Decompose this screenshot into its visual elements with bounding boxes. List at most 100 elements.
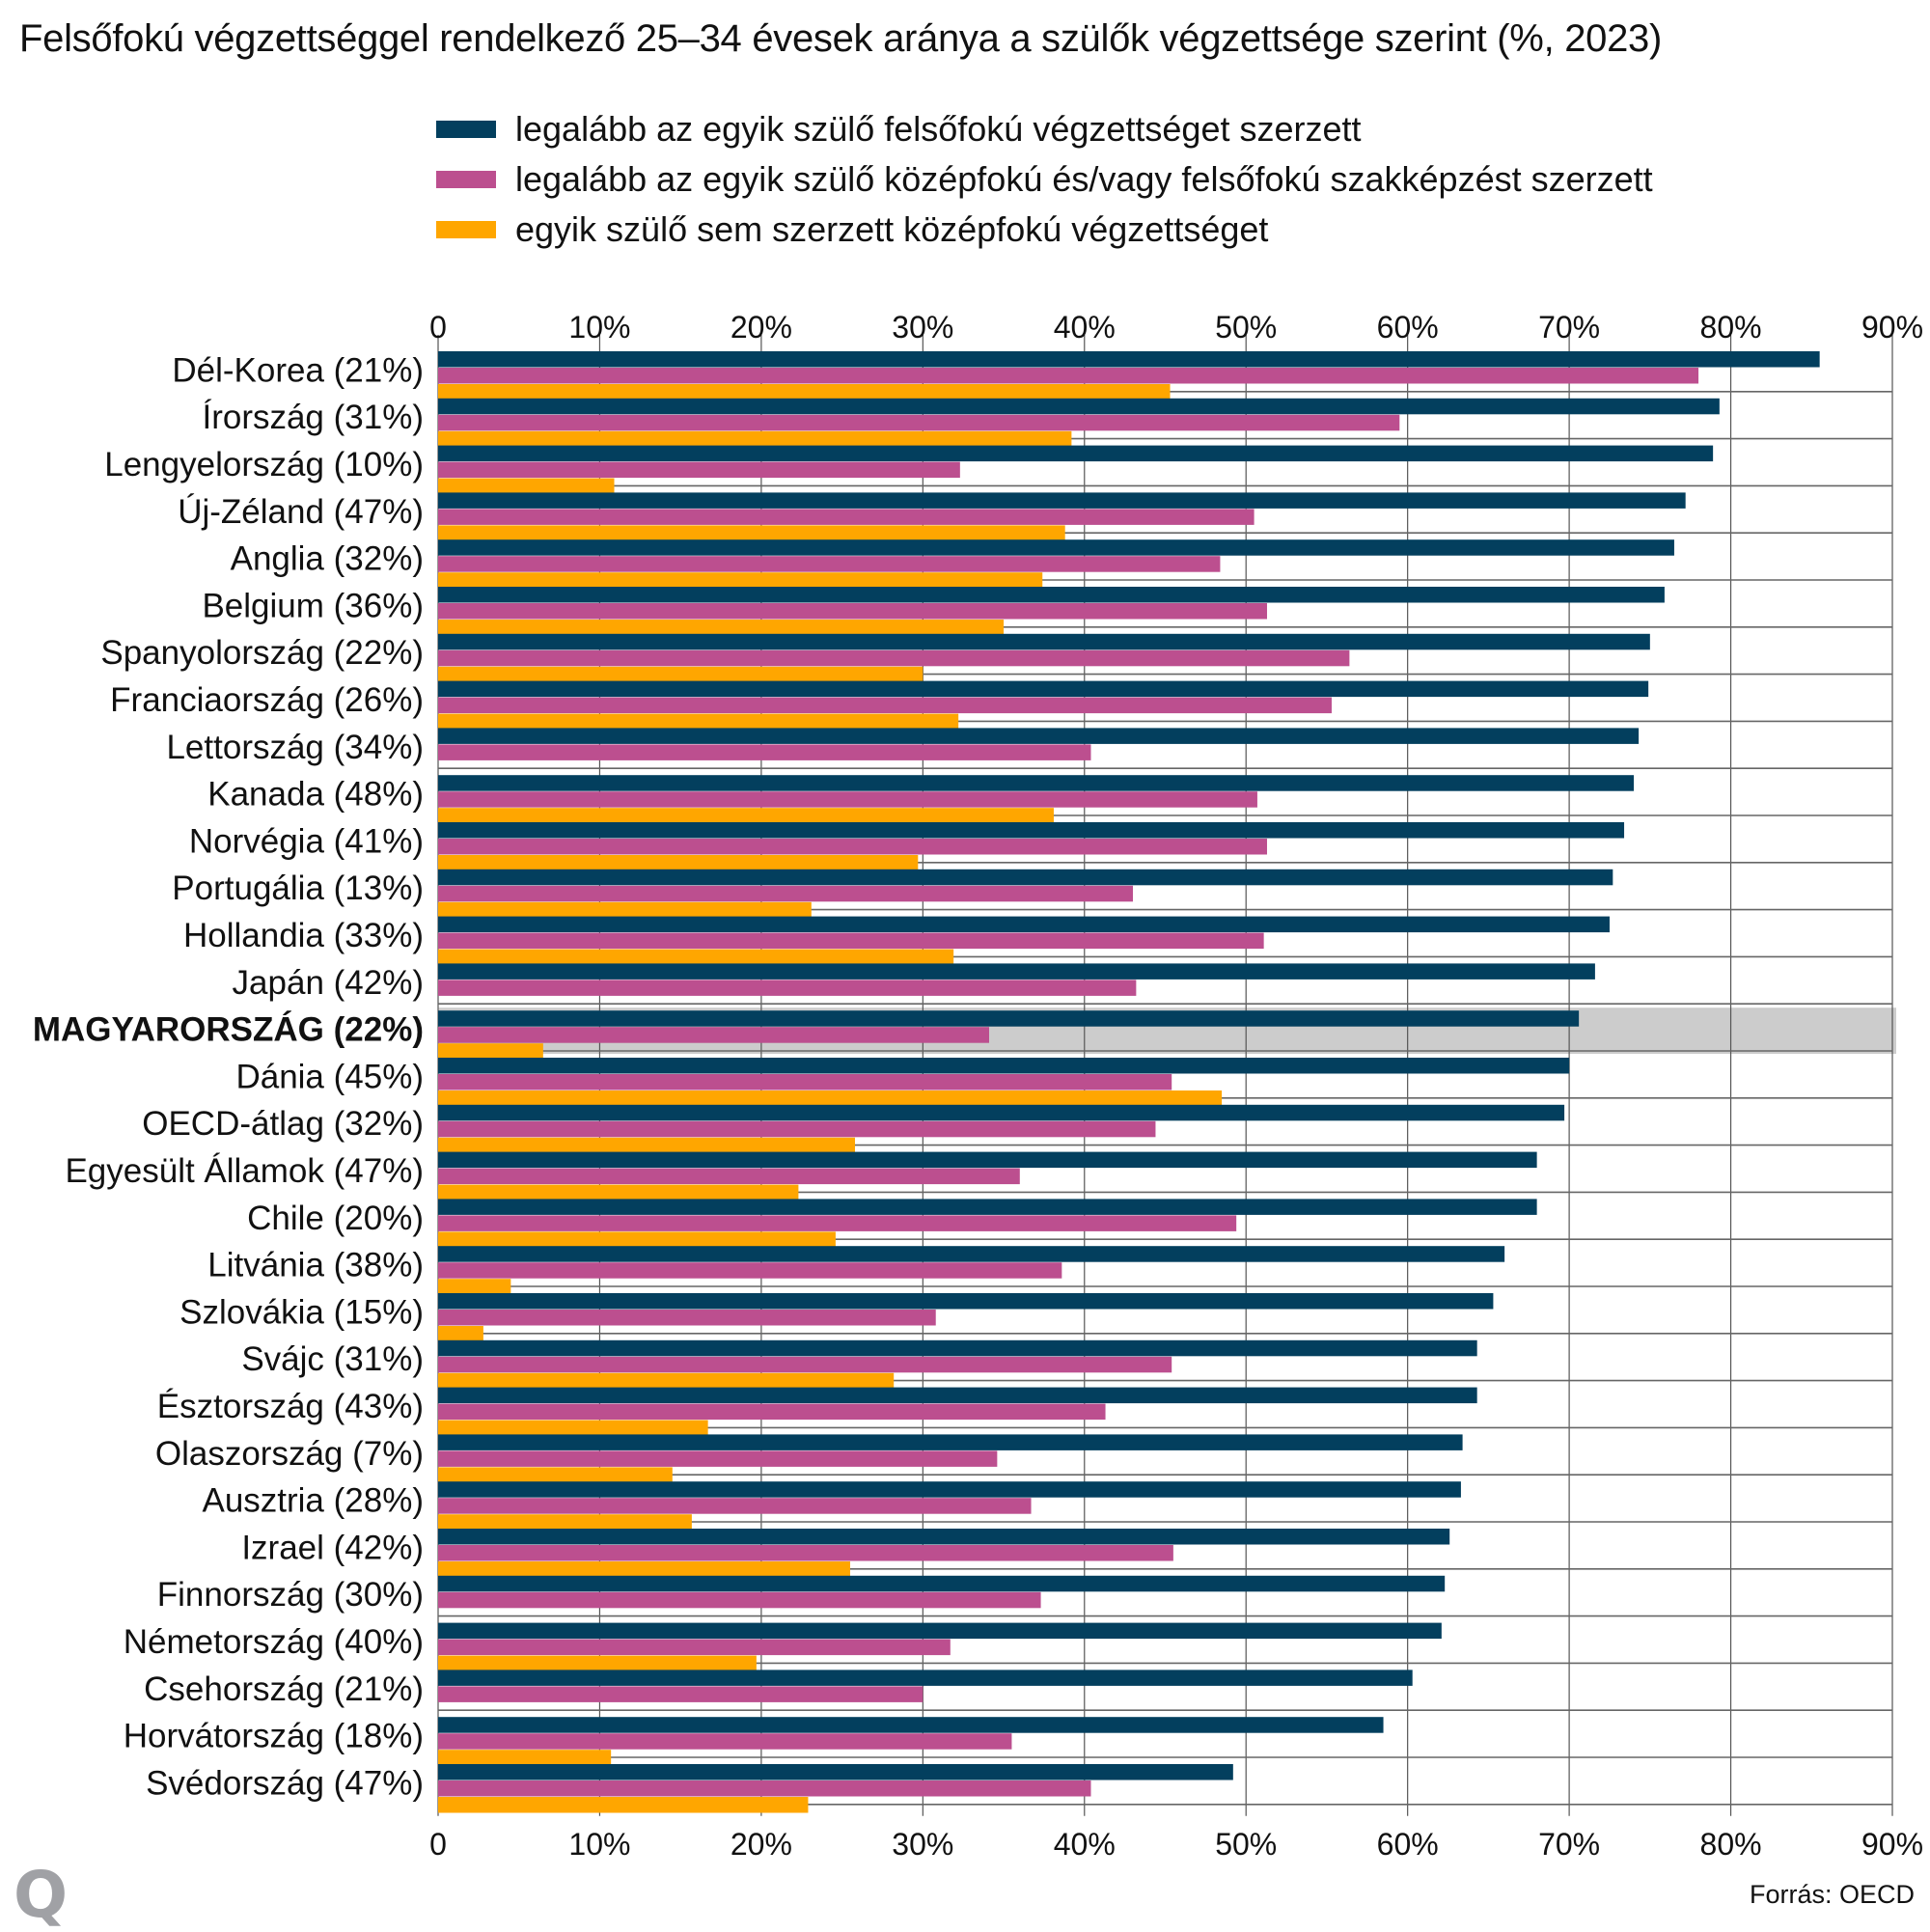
category-label: Németország (40%) [124,1623,424,1661]
bar-vocational-parent [438,1591,1041,1609]
bar-tertiary-parent [438,916,1610,933]
bar-vocational-parent [438,1215,1237,1231]
bar-no-secondary-parent [438,1326,483,1342]
bar-tertiary-parent [438,680,1649,698]
x-tick-label-bottom: 20% [731,1827,792,1862]
x-tick-label-top: 60% [1377,310,1439,345]
category-label: Horvátország (18%) [124,1718,424,1755]
bar-no-secondary-parent [438,1750,612,1766]
x-tick-label-top: 30% [892,310,953,345]
bar-vocational-parent [438,1450,998,1467]
legend-item-tertiary-parent: legalább az egyik szülő felsőfokú végzet… [436,104,1653,154]
bar-tertiary-parent [438,1387,1477,1404]
legend-item-vocational-parent: legalább az egyik szülő középfokú és/vag… [436,154,1653,205]
bar-tertiary-parent [438,445,1714,462]
legend-item-no-secondary-parent: egyik szülő sem szerzett középfokú végze… [436,205,1653,255]
bar-tertiary-parent [438,1670,1413,1686]
category-label: Belgium (36%) [202,587,424,624]
bar-no-secondary-parent [438,1420,708,1437]
bar-no-secondary-parent [438,1797,809,1813]
x-tick-label-top: 70% [1538,310,1600,345]
x-tick-label-bottom: 50% [1215,1827,1277,1862]
bar-no-secondary-parent [438,478,615,495]
bar-tertiary-parent [438,963,1595,980]
legend-swatch-orange [436,221,496,238]
bar-vocational-parent [438,885,1134,902]
bar-no-secondary-parent [438,1655,757,1672]
x-tick-label-bottom: 0 [429,1827,447,1862]
bar-tertiary-parent [438,1010,1580,1027]
category-label: Dél-Korea (21%) [172,351,424,389]
x-tick-label-top: 10% [568,310,630,345]
bar-no-secondary-parent [438,384,1171,400]
bar-vocational-parent [438,1262,1062,1279]
category-label: Litvánia (38%) [207,1247,424,1284]
x-tick-label-bottom: 60% [1377,1827,1439,1862]
bar-tertiary-parent [438,1434,1463,1450]
bars [438,351,1820,1813]
category-label: Spanyolország (22%) [100,634,424,672]
bar-vocational-parent [438,744,1091,760]
bar-no-secondary-parent [438,620,1005,636]
bar-tertiary-parent [438,539,1674,556]
bar-tertiary-parent [438,1764,1233,1780]
bar-no-secondary-parent [438,1231,836,1248]
bar-tertiary-parent [438,1293,1494,1310]
bar-vocational-parent [438,1545,1173,1561]
bar-tertiary-parent [438,1717,1384,1733]
legend-swatch-pink [436,171,496,188]
category-label: Japán (42%) [233,964,424,1002]
category-label: Írország (31%) [202,399,424,436]
x-tick-label-top: 40% [1054,310,1116,345]
x-tick-label-top: 50% [1215,310,1277,345]
bar-no-secondary-parent [438,713,959,731]
category-label: Ausztria (28%) [202,1482,424,1520]
bar-tertiary-parent [438,398,1720,415]
bar-vocational-parent [438,839,1267,855]
bar-no-secondary-parent [438,525,1065,541]
bar-vocational-parent [438,980,1137,996]
category-label: Anglia (32%) [231,540,424,578]
bar-vocational-parent [438,509,1254,525]
legend-swatch-navy [436,121,496,138]
category-label: Finnország (30%) [157,1576,424,1614]
x-tick-label-bottom: 90% [1861,1827,1923,1862]
category-label: Olaszország (7%) [155,1435,424,1473]
legend-label: legalább az egyik szülő középfokú és/vag… [515,159,1653,199]
category-label: Svájc (31%) [241,1340,424,1378]
bar-no-secondary-parent [438,666,924,683]
x-tick-label-top: 0 [429,310,447,345]
category-label: Chile (20%) [247,1200,424,1237]
bar-no-secondary-parent [438,855,919,871]
chart-legend: legalább az egyik szülő felsőfokú végzet… [436,104,1653,255]
x-tick-label-bottom: 10% [568,1827,630,1862]
bar-no-secondary-parent [438,901,812,919]
bar-no-secondary-parent [438,1184,799,1201]
bar-no-secondary-parent [438,1561,850,1578]
bar-vocational-parent [438,1310,936,1326]
bar-tertiary-parent [438,869,1613,886]
bar-vocational-parent [438,1120,1156,1138]
bar-vocational-parent [438,603,1267,620]
category-labels: Dél-Korea (21%) Írország (31%) Lengyelorsz… [33,351,424,1802]
bar-tertiary-parent [438,1246,1505,1262]
bar-tertiary-parent [438,1104,1565,1121]
bar-vocational-parent [438,461,960,479]
bar-tertiary-parent [438,728,1640,744]
bar-no-secondary-parent [438,1137,856,1154]
x-tick-label-bottom: 70% [1538,1827,1600,1862]
bar-vocational-parent [438,1027,989,1043]
bar-vocational-parent [438,1498,1032,1514]
category-label: Új-Zéland (47%) [178,493,424,531]
legend-label: egyik szülő sem szerzett középfokú végze… [515,209,1269,249]
category-label: Lettország (34%) [166,729,424,766]
category-label: Norvégia (41%) [189,822,424,860]
bar-tertiary-parent [438,822,1625,839]
bar-vocational-parent [438,1168,1020,1185]
bar-vocational-parent [438,1403,1106,1421]
bar-no-secondary-parent [438,1514,692,1531]
bar-vocational-parent [438,649,1350,667]
category-label: Csehország (21%) [144,1670,424,1708]
chart-title: Felsőfokú végzettséggel rendelkező 25–34… [19,17,1663,60]
